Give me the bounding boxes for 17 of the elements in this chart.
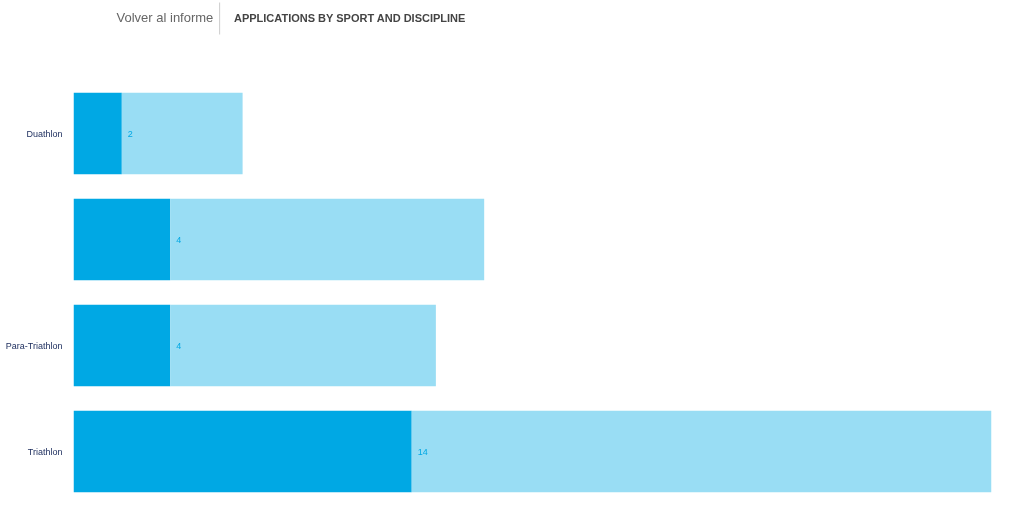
bar	[170, 198, 485, 281]
bar	[411, 410, 992, 493]
y-tick-label: Duathlon	[26, 128, 63, 139]
chart-title: APPLICATIONS BY SPORT AND DISCIPLINE	[233, 11, 466, 24]
y-tick-label: Para-Triathlon	[5, 340, 63, 351]
bar	[170, 304, 436, 387]
bar	[73, 304, 171, 387]
bar	[73, 198, 171, 281]
data-label: 14	[417, 446, 428, 457]
data-label: 4	[176, 340, 182, 351]
text: Volver al informe	[116, 10, 214, 25]
y-tick-label: Triathlon	[27, 446, 63, 457]
bar	[73, 410, 412, 493]
data-label: 4	[176, 234, 182, 245]
data-label: 2	[127, 128, 133, 139]
bar	[73, 92, 122, 175]
bar	[121, 92, 243, 175]
